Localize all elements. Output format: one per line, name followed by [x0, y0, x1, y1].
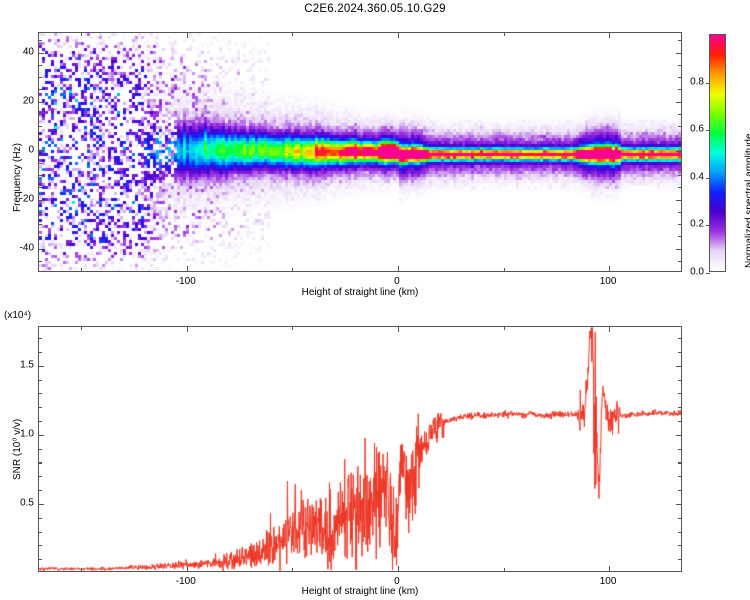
colorbar-tick-0.0: 0.0	[690, 266, 704, 278]
spectrogram-x-axis-label: Height of straight line (km)	[301, 287, 419, 298]
snr-panel	[38, 326, 682, 572]
snr-ytick-1.5: 1.5	[20, 359, 34, 371]
colorbar-tick-0.4: 0.4	[690, 171, 704, 183]
spectrogram-panel	[38, 32, 682, 272]
spectrogram-ytick--40: -40	[19, 242, 34, 253]
snr-canvas	[39, 327, 681, 571]
colorbar-label: Normalized spectral amplitude	[744, 133, 750, 268]
snr-y-axis-label: SNR (10⁰ v/v)	[12, 418, 23, 480]
spectrogram-xtick-100: 100	[599, 276, 617, 287]
snr-xtick--100: -100	[175, 576, 196, 587]
snr-x-axis-label: Height of straight line (km)	[301, 586, 419, 597]
spectrogram-ytick-20: 20	[22, 95, 34, 107]
spectrogram-y-axis-label: Frequency (Hz)	[12, 143, 23, 212]
spectrogram-ytick-0: 0	[28, 144, 34, 156]
snr-y-exponent-label: (x10⁴)	[4, 310, 32, 321]
colorbar-tick-0.6: 0.6	[690, 123, 704, 135]
snr-xtick-100: 100	[599, 576, 617, 587]
page-title: C2E6.2024.360.05.10.G29	[304, 3, 446, 15]
spectrogram-plot-area	[39, 33, 681, 271]
snr-xtick-0: 0	[394, 576, 400, 587]
colorbar	[706, 34, 726, 275]
snr-plot-area	[39, 327, 681, 571]
spectrogram-xtick-0: 0	[394, 276, 400, 287]
spectrogram-ytick--20: -20	[19, 193, 34, 205]
spectrogram-xtick--100: -100	[175, 276, 196, 287]
spectrogram-canvas	[39, 33, 681, 271]
snr-ytick-1.0: 1.0	[20, 428, 34, 440]
colorbar-tick-0.2: 0.2	[690, 218, 704, 230]
spectrogram-ytick-40: 40	[22, 46, 34, 58]
snr-ytick-0.5: 0.5	[20, 497, 34, 509]
colorbar-tick-0.8: 0.8	[690, 76, 704, 88]
